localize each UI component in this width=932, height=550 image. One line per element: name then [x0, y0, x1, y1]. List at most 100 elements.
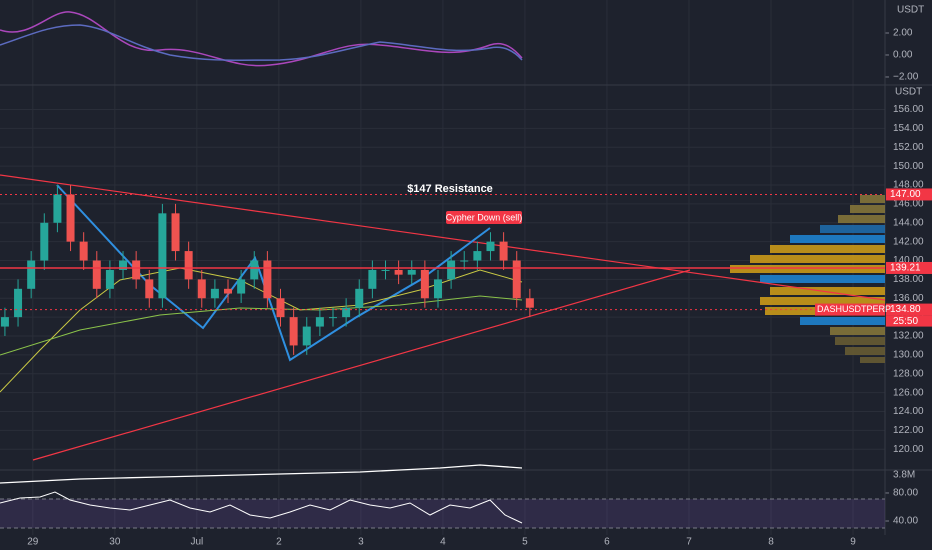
candle-body: [224, 288, 233, 294]
symbol-label: DASHUSDTPERP: [817, 304, 891, 314]
y-tick-label: 80.00: [893, 488, 918, 499]
volume-line: [0, 464, 523, 484]
price-label-box: [886, 188, 932, 201]
x-tick-label: Jul: [190, 537, 203, 548]
y-tick-label: 148.00: [893, 180, 924, 191]
y-tick-label: 2.00: [893, 28, 913, 39]
candle-body: [381, 269, 390, 271]
x-tick-label: 8: [768, 537, 774, 548]
x-tick-label: 6: [604, 537, 610, 548]
candle-body: [499, 241, 508, 261]
candle-body: [171, 213, 180, 252]
candle-body: [40, 222, 49, 261]
symbol-box: [815, 303, 885, 316]
rsi-band: [0, 499, 885, 528]
candle-body: [105, 269, 114, 289]
y-tick-label: 142.00: [893, 236, 924, 247]
x-tick-label: 4: [440, 537, 446, 548]
unit-label: USDT: [895, 87, 922, 98]
price-label: 134.80: [890, 304, 921, 315]
countdown-label: 25:50: [893, 316, 918, 327]
candle-body: [119, 260, 128, 270]
y-tick-label: 136.00: [893, 293, 924, 304]
trendline: [0, 174, 886, 301]
annotation: $147 Resistance: [407, 183, 493, 195]
x-tick-label: 5: [522, 537, 528, 548]
y-tick-label: 140.00: [893, 255, 924, 266]
candle-body: [145, 279, 154, 299]
candle-body: [355, 288, 364, 308]
candle-body: [302, 326, 311, 346]
candle-body: [289, 317, 298, 346]
y-tick-label: 156.00: [893, 104, 924, 115]
annotation-box: [446, 211, 522, 224]
x-tick-label: 7: [686, 537, 692, 548]
y-tick-label: 122.00: [893, 425, 924, 436]
y-tick-label: −2.00: [893, 72, 919, 83]
y-tick-label: 120.00: [893, 444, 924, 455]
x-tick-label: 30: [109, 537, 121, 548]
candle-body: [92, 260, 101, 289]
x-tick-label: 2: [276, 537, 282, 548]
y-tick-label: 150.00: [893, 161, 924, 172]
candle-body: [473, 251, 482, 261]
labels: 29 30 Jul 2 3 4 5 6 7 8 9 120.00 122.00 124.00 126.00 1…: [27, 28, 932, 548]
candle-body: [0, 317, 9, 327]
candle-body: [525, 298, 534, 308]
y-tick-label: 128.00: [893, 368, 924, 379]
y-tick-label: 132.00: [893, 331, 924, 342]
y-tick-label: 130.00: [893, 350, 924, 361]
y-tick-label: 152.00: [893, 142, 924, 153]
x-tick-label: 29: [27, 537, 39, 548]
annotation: Cypher Down (sell): [446, 212, 523, 222]
trendline: [32, 269, 691, 461]
candle-body: [237, 279, 246, 294]
marks: [0, 185, 885, 355]
candle-body: [433, 279, 442, 299]
candle-body: [53, 194, 62, 223]
candle-body: [368, 269, 377, 289]
y-tick-label: 146.00: [893, 199, 924, 210]
unit-label: USDT: [897, 5, 924, 16]
candle-body: [394, 269, 403, 275]
volume-label: 3.8M: [893, 470, 915, 481]
candle-body: [420, 269, 429, 299]
x-tick-label: 9: [850, 537, 856, 548]
signal-line: [0, 24, 523, 62]
candle-body: [447, 260, 456, 280]
price-label-box: [886, 303, 932, 316]
countdown-box: [886, 315, 932, 327]
price-label: 147.00: [890, 189, 921, 200]
candle-body: [486, 241, 495, 252]
candle-body: [66, 194, 75, 242]
candle-body: [460, 260, 469, 262]
y-tick-label: 124.00: [893, 406, 924, 417]
candle-body: [512, 260, 521, 299]
candle-body: [132, 260, 141, 280]
candle-body: [14, 288, 23, 318]
candle-body: [197, 279, 206, 299]
y-tick-label: 144.00: [893, 217, 924, 228]
rsi-line: [0, 491, 523, 524]
y-tick-label: 154.00: [893, 123, 924, 134]
candle-body: [276, 298, 285, 318]
price-label: 139.21: [890, 263, 921, 274]
x-tick-label: 3: [358, 537, 364, 548]
candle-body: [158, 213, 167, 299]
y-tick-label: 138.00: [893, 274, 924, 285]
candle-body: [263, 260, 272, 299]
price-label-box: [886, 261, 932, 274]
y-tick-label: 126.00: [893, 387, 924, 398]
candle-body: [27, 260, 36, 289]
candle-body: [184, 251, 193, 280]
candle-body: [315, 317, 324, 327]
candle-body: [210, 288, 219, 299]
candle-body: [407, 269, 416, 275]
candle-body: [329, 317, 338, 319]
candle-body: [250, 260, 259, 280]
y-tick-label: 0.00: [893, 50, 913, 61]
y-tick-label: 40.00: [893, 516, 918, 527]
candle-body: [342, 307, 351, 318]
